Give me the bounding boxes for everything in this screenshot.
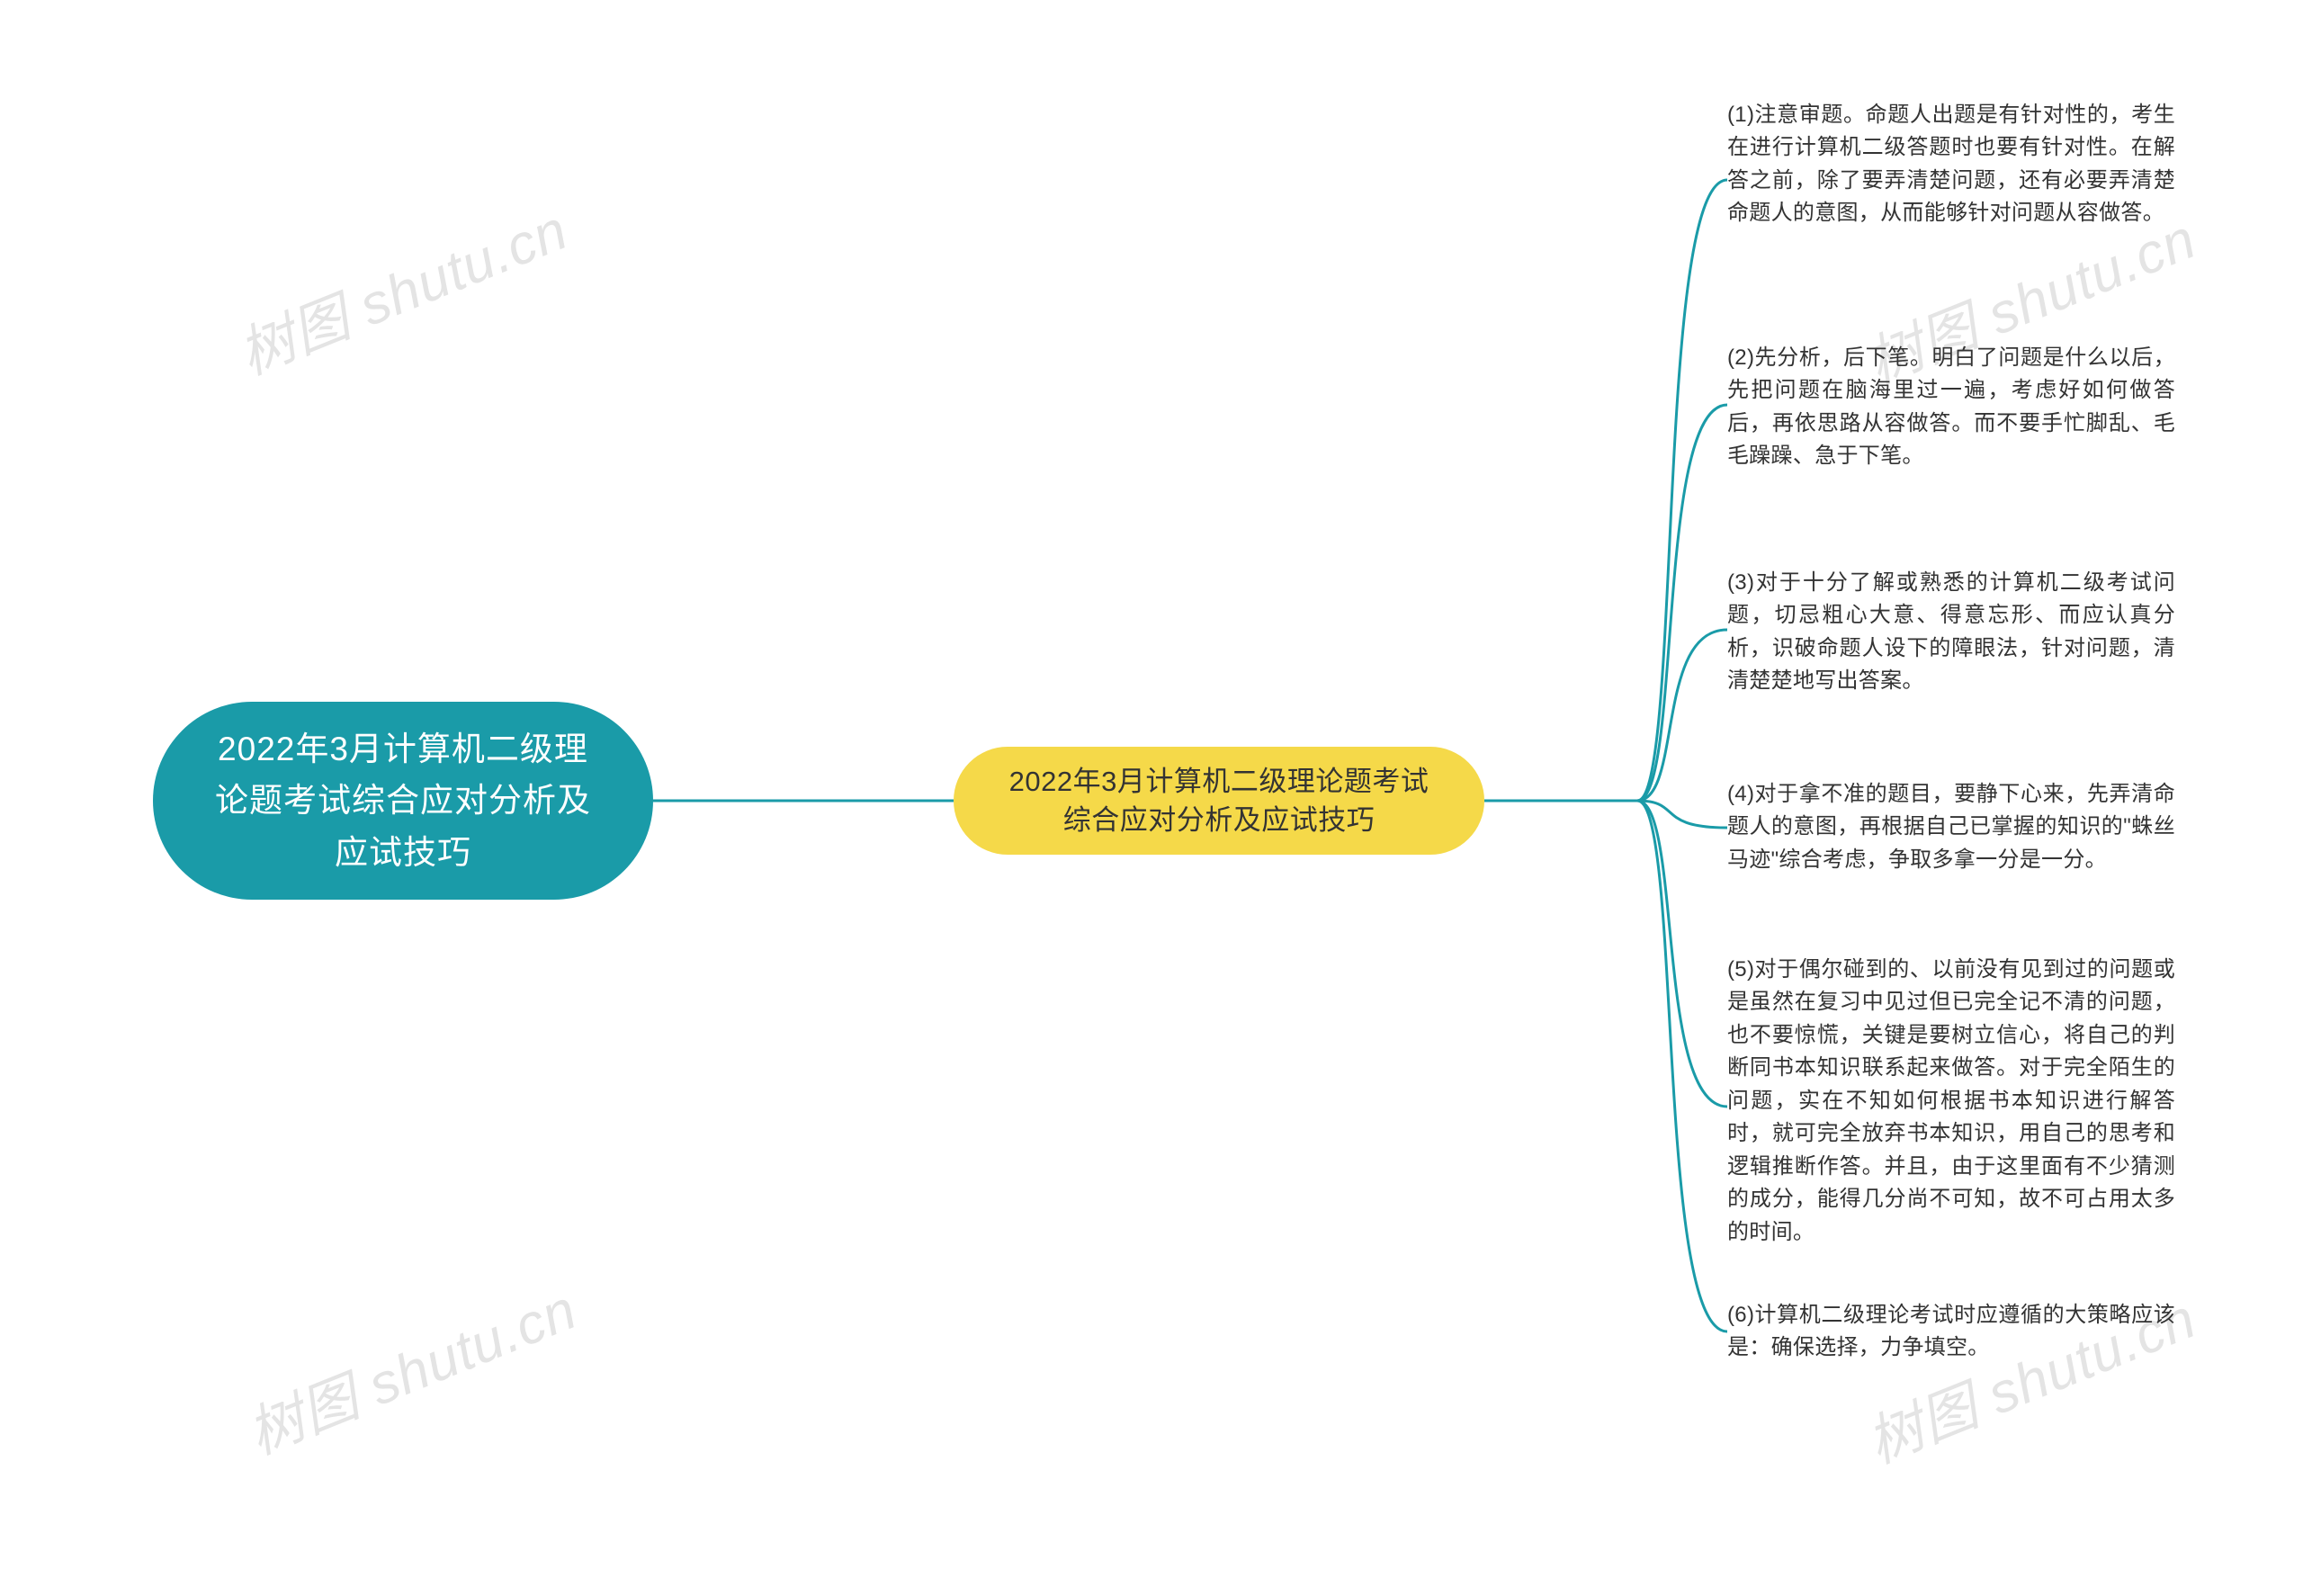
mindmap-branch-node[interactable]: 2022年3月计算机二级理论题考试综合应对分析及应试技巧 (954, 747, 1484, 855)
mindmap-leaf-node[interactable]: (5)对于偶尔碰到的、以前没有见到过的问题或是虽然在复习中见过但已完全记不清的问… (1727, 954, 2175, 1249)
leaf-text: (4)对于拿不准的题目，要静下心来，先弄清命题人的意图，再根据自己已掌握的知识的… (1727, 782, 2175, 872)
mindmap-leaf-node[interactable]: (2)先分析，后下笔。明白了问题是什么以后，先把问题在脑海里过一遍，考虑好如何做… (1727, 342, 2175, 473)
mindmap-leaf-node[interactable]: (1)注意审题。命题人出题是有针对性的，考生在进行计算机二级答题时也要有针对性。… (1727, 99, 2175, 230)
mindmap-leaf-node[interactable]: (3)对于十分了解或熟悉的计算机二级考试问题，切忌粗心大意、得意忘形、而应认真分… (1727, 567, 2175, 698)
watermark: 树图 shutu.cn (225, 184, 578, 390)
mindmap-leaf-node[interactable]: (6)计算机二级理论考试时应遵循的大策略应该是：确保选择，力争填空。 (1727, 1299, 2175, 1365)
root-label: 2022年3月计算机二级理论题考试综合应对分析及应试技巧 (207, 723, 599, 878)
branch-label: 2022年3月计算机二级理论题考试综合应对分析及应试技巧 (997, 762, 1441, 840)
mindmap-root-node[interactable]: 2022年3月计算机二级理论题考试综合应对分析及应试技巧 (153, 702, 653, 900)
leaf-text: (6)计算机二级理论考试时应遵循的大策略应该是：确保选择，力争填空。 (1727, 1303, 2175, 1359)
mindmap-leaf-node[interactable]: (4)对于拿不准的题目，要静下心来，先弄清命题人的意图，再根据自己已掌握的知识的… (1727, 778, 2175, 876)
leaf-text: (3)对于十分了解或熟悉的计算机二级考试问题，切忌粗心大意、得意忘形、而应认真分… (1727, 570, 2175, 693)
leaf-text: (5)对于偶尔碰到的、以前没有见到过的问题或是虽然在复习中见过但已完全记不清的问… (1727, 957, 2175, 1244)
watermark: 树图 shutu.cn (234, 1264, 587, 1469)
leaf-text: (2)先分析，后下笔。明白了问题是什么以后，先把问题在脑海里过一遍，考虑好如何做… (1727, 345, 2175, 468)
leaf-text: (1)注意审题。命题人出题是有针对性的，考生在进行计算机二级答题时也要有针对性。… (1727, 103, 2175, 225)
